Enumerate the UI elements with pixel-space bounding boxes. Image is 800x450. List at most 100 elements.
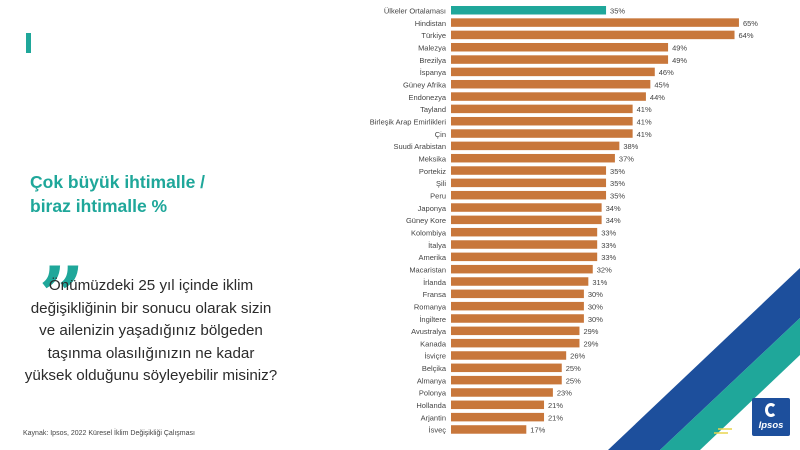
bar <box>451 240 598 249</box>
category-label: Peru <box>430 191 446 200</box>
bar <box>451 79 651 89</box>
bar <box>451 412 545 422</box>
value-label: 23% <box>557 389 572 398</box>
bar <box>451 153 615 163</box>
category-label: Fransa <box>423 290 447 299</box>
value-label: 33% <box>601 253 616 262</box>
value-label: 41% <box>637 117 652 126</box>
logo-text: Ipsos <box>758 420 784 431</box>
category-label: Hollanda <box>416 401 446 410</box>
category-label: Hindistan <box>415 19 446 28</box>
category-label: Kanada <box>420 339 447 348</box>
value-label: 21% <box>548 401 563 410</box>
category-label: Endonezya <box>408 93 446 102</box>
bar <box>451 252 598 262</box>
bar <box>451 104 633 114</box>
value-label: 49% <box>672 56 687 65</box>
bar <box>451 338 580 348</box>
bar <box>451 301 584 311</box>
bar <box>451 400 545 410</box>
category-label: Romanya <box>414 302 447 311</box>
bar <box>451 6 607 15</box>
deco-blue-stripe <box>608 268 800 450</box>
bar <box>451 42 669 52</box>
category-label: Güney Afrika <box>403 80 447 89</box>
value-label: 17% <box>530 426 545 435</box>
heading-line-1: Çok büyük ihtimalle / <box>30 172 206 192</box>
bar <box>451 203 602 212</box>
value-label: 29% <box>583 339 598 348</box>
category-label: Meksika <box>418 154 446 163</box>
bar <box>451 215 602 225</box>
category-label: Japonya <box>418 204 447 213</box>
category-label: Güney Kore <box>406 216 446 225</box>
category-label: Macaristan <box>409 265 446 274</box>
value-label: 64% <box>739 31 754 40</box>
category-label: Suudi Arabistan <box>393 142 446 151</box>
quote-icon: „ <box>40 203 87 297</box>
value-label: 26% <box>570 352 585 361</box>
bar <box>451 178 607 188</box>
chart-heading: Çok büyük ihtimalle / biraz ihtimalle % <box>30 170 270 218</box>
value-label: 34% <box>606 204 621 213</box>
bar <box>451 388 553 397</box>
bar <box>451 314 584 323</box>
value-label: 46% <box>659 68 674 77</box>
source-note: Kaynak: Ipsos, 2022 Küresel İklim Değişi… <box>23 430 195 437</box>
survey-question: Önümüzdeki 25 yıl içinde iklim değişikli… <box>24 277 278 384</box>
category-label: Avustralya <box>411 327 447 336</box>
value-label: 35% <box>610 179 625 188</box>
value-label: 45% <box>654 80 669 89</box>
category-label: İspanya <box>420 68 447 77</box>
category-label: Amerika <box>418 253 446 262</box>
category-label: Tayland <box>420 105 446 114</box>
category-label: Brezilya <box>419 56 447 65</box>
bar <box>451 190 607 200</box>
value-label: 32% <box>597 265 612 274</box>
value-label: 25% <box>566 376 581 385</box>
bar <box>451 326 580 336</box>
bar <box>451 264 593 274</box>
value-label: 31% <box>592 278 607 287</box>
value-label: 41% <box>637 130 652 139</box>
bar <box>451 227 598 237</box>
bar <box>451 55 669 64</box>
bar <box>451 166 607 175</box>
accent-bar <box>26 33 31 53</box>
category-label: Belçika <box>422 364 447 373</box>
bar <box>451 67 655 77</box>
category-label: İsveç <box>428 426 446 435</box>
bar <box>451 30 735 40</box>
value-label: 33% <box>601 241 616 250</box>
category-label: Malezya <box>418 43 447 52</box>
category-label: İsviçre <box>424 352 446 361</box>
category-label: Portekiz <box>419 167 446 176</box>
category-label: Kolombiya <box>411 228 447 237</box>
value-label: 30% <box>588 290 603 299</box>
value-label: 65% <box>743 19 758 28</box>
value-label: 33% <box>601 228 616 237</box>
category-label: İrlanda <box>423 278 447 287</box>
value-label: 38% <box>623 142 638 151</box>
category-label: İngiltere <box>419 315 446 324</box>
value-label: 29% <box>583 327 598 336</box>
bar <box>451 425 527 434</box>
bar <box>451 18 739 27</box>
category-label: Şili <box>436 179 446 188</box>
bar <box>451 289 584 299</box>
bar <box>451 92 646 101</box>
heading-line-2: biraz ihtimalle % <box>30 196 168 216</box>
category-label: Arjantin <box>421 413 446 422</box>
value-label: 25% <box>566 364 581 373</box>
ipsos-logo: Ipsos <box>752 398 790 436</box>
value-label: 21% <box>548 413 563 422</box>
bar <box>451 129 633 138</box>
category-label: İtalya <box>428 241 447 250</box>
logo-swirl-icon <box>765 403 777 417</box>
value-label: 35% <box>610 167 625 176</box>
bar <box>451 277 589 286</box>
value-label: 30% <box>588 302 603 311</box>
value-label: 35% <box>610 191 625 200</box>
